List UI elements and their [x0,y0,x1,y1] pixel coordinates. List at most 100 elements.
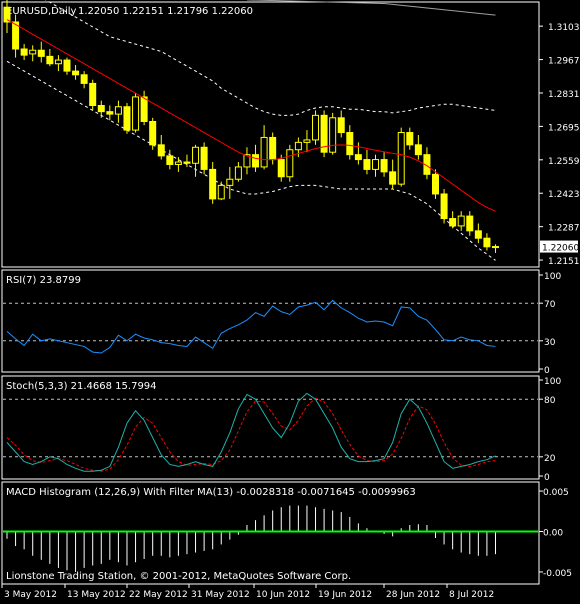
stoch-pane-frame [1,375,540,480]
macd-tick-label-1: 0.00 [543,529,563,539]
candle-body [320,114,328,153]
candle-body [123,106,131,131]
rsi-tick-label-0: 100 [544,272,561,282]
stoch-main-line [6,392,496,472]
price-tick-label-1: 1.29670 [548,57,580,67]
stoch-tick-label-1: 80 [544,396,556,406]
candle-body [89,82,97,107]
candle-body [449,218,457,227]
candle-body [303,139,311,143]
macd-pane[interactable]: MACD Histogram (12,26,9) With Filter MA(… [1,481,572,585]
candle-body [3,6,11,23]
candle-body [217,184,225,200]
current-price-label: 1.22060 [542,244,579,254]
moving-average-line [6,19,496,212]
time-tick-label-4: 10 Jun 2012 [256,590,310,600]
bollinger-upper-band [44,0,496,116]
rsi-pane-frame [1,269,540,373]
candle-body [363,159,371,170]
candle-body [474,230,482,239]
main-pane-title: EURUSD,Daily [6,6,77,17]
current-price-box [540,240,578,253]
rsi-pane-title: RSI(7) 23.8799 [6,275,81,286]
candle-body [440,193,448,220]
time-tick-label-6: 28 Jun 2012 [386,590,440,600]
candle-body [72,70,80,76]
candle-body [106,111,114,115]
candle-body [329,117,337,153]
candle-body [63,59,71,72]
candle-body [277,159,285,178]
candle-body [252,154,260,168]
candle-body [294,141,302,151]
time-axis: 3 May 2012 13 May 2012 22 May 2012 31 May 2… [1,584,494,600]
rsi-line [6,299,496,354]
candle-body [466,215,474,232]
candle-body [80,74,88,84]
candle-body [166,155,174,165]
price-tick-label-2: 1.28310 [548,90,580,100]
time-tick-label-7: 8 Jul 2012 [449,590,494,600]
candle-body [54,59,62,65]
copyright-label: Lionstone Trading Station, © 2001-2012, … [6,571,351,582]
ohlc-readout: 1.22050 1.22151 1.21796 1.22060 [78,6,253,17]
stoch-tick-label-3: 0 [544,473,550,483]
main-pane-frame [1,1,540,268]
price-tick-label-0: 1.31030 [548,23,580,33]
stoch-tick-label-0: 100 [544,377,561,387]
candle-body [260,136,268,168]
candle-body [37,49,45,57]
price-tick-label-6: 1.22870 [548,224,580,234]
candle-body [380,159,388,173]
stoch-tick-label-2: 20 [544,454,556,464]
main-pane[interactable]: EURUSD,Daily 1.22050 1.22151 1.21796 1.2… [1,0,580,268]
candle-body [397,132,405,185]
candle-body [209,168,217,200]
macd-pane-title: MACD Histogram (12,26,9) With Filter MA(… [6,487,416,498]
candle-body [457,215,465,227]
candle-body [312,114,320,141]
candle-body [269,136,277,161]
candle-body [200,146,208,170]
time-tick-label-5: 19 Jun 2012 [318,590,372,600]
candle-body [46,55,54,65]
candle-body [132,96,140,131]
candle-body [157,144,165,157]
long-moving-average [246,0,496,16]
candle-body [483,237,491,248]
bollinger-lower-band [6,60,496,261]
macd-tick-label-2: -0.005 [543,569,572,579]
macd-tick-label-0: 0.005 [543,488,569,498]
candle-body [243,154,251,168]
time-tick-label-1: 13 May 2012 [67,590,126,600]
stoch-pane[interactable]: Stoch(5,3,3) 21.4668 15.7994 100 80 20 0 [1,375,561,483]
candle-body [114,106,122,115]
rsi-tick-label-3: 0 [544,366,550,376]
time-tick-label-3: 31 May 2012 [191,590,250,600]
candle-body [372,159,380,170]
candle-body [389,171,397,185]
rsi-tick-label-2: 30 [544,338,556,348]
candle-body [183,161,191,164]
price-tick-label-4: 1.25590 [548,157,580,167]
candle-body [354,154,362,161]
stoch-signal-line [6,397,496,472]
time-tick-label-2: 22 May 2012 [129,590,188,600]
candle-body [346,132,354,156]
candle-body [226,178,234,186]
candle-body [140,96,148,122]
price-tick-label-3: 1.26950 [548,123,580,133]
rsi-tick-label-1: 70 [544,300,556,310]
candle-body [432,173,439,195]
candle-body [174,161,182,165]
candle-body [97,105,105,113]
candle-body [12,21,20,50]
rsi-pane[interactable]: RSI(7) 23.8799 100 70 30 0 [1,269,561,376]
candle-body [337,117,345,134]
candle-body [192,146,200,164]
price-tick-label-7: 1.21510 [548,257,580,267]
candle-body [286,149,294,178]
candle-body [234,166,242,180]
stoch-pane-title: Stoch(5,3,3) 21.4668 15.7994 [6,381,157,392]
